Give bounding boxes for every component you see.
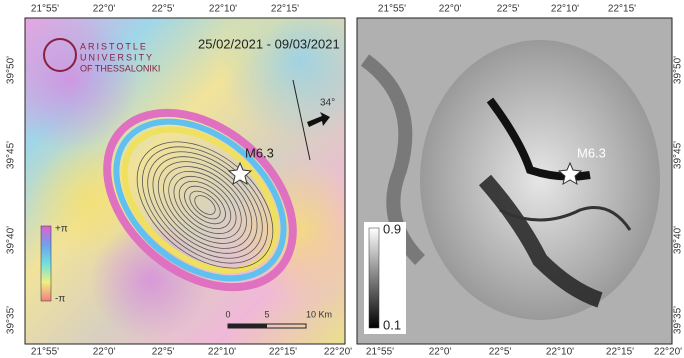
bottom-coordinate-label: 22°5' [489,347,512,358]
panel-frame [356,17,673,345]
epicenter-label: M6.3 [245,145,274,160]
date-range: 25/02/2021 - 09/03/2021 [198,36,340,51]
logo-line: OF THESSALONIKI [80,63,160,73]
top-coordinate-label: 22°5' [497,4,520,15]
epicenter-star [557,161,583,186]
bottom-coordinate-label: 22°5' [152,347,175,358]
scale-bar-fill [228,324,267,328]
interferogram-panel [25,18,345,344]
side-coordinate-label: 39°50' [6,56,17,84]
bottom-coordinate-label: 22°20' [324,347,352,358]
scale-label: 5 [264,309,269,319]
side-coordinate-label: 39°45' [6,141,17,169]
logo-line: UNIVERSITY [80,52,154,62]
bottom-coordinate-label: 22°15' [269,347,297,358]
legend-min: -π [55,294,65,305]
coherence-panel [357,18,672,344]
scale-label: 10 Km [306,309,332,319]
look-angle: 34° [320,98,335,109]
side-coordinate-label: 39°50' [673,56,684,84]
bottom-coordinate-label: 22°10' [546,347,574,358]
legend-max: 0.9 [383,221,401,236]
epicenter-label: M6.3 [577,145,606,160]
coherence-colorbar [368,227,380,329]
legend-max: +π [55,224,68,235]
bottom-coordinate-label: 21°55' [31,347,59,358]
top-coordinate-label: 22°0' [93,4,116,15]
bottom-coordinate-label: 22°10' [208,347,236,358]
side-coordinate-label: 39°35' [673,306,684,334]
top-coordinate-label: 22°0' [439,4,462,15]
top-coordinate-label: 21°55' [31,4,59,15]
side-coordinate-label: 39°45' [673,141,684,169]
look-arrow [307,112,330,127]
bottom-coordinate-label: 22°0' [93,347,116,358]
side-coordinate-label: 39°35' [6,306,17,334]
flight-direction [292,79,311,161]
bottom-coordinate-label: 22°15' [606,347,634,358]
top-coordinate-label: 22°5' [152,4,175,15]
panel-frame [24,17,346,345]
epicenter-star [227,161,253,186]
scale-label: 0 [225,309,230,319]
bottom-coordinate-label: 21°55' [366,347,394,358]
side-coordinate-label: 39°40' [673,226,684,254]
top-coordinate-label: 21°55' [378,4,406,15]
bottom-coordinate-label: 22°0' [429,347,452,358]
top-coordinate-label: 22°15' [608,4,636,15]
logo-line: ARISTOTLE [80,41,148,51]
top-coordinate-label: 22°10' [551,4,579,15]
side-coordinate-label: 39°40' [6,226,17,254]
legend-min: 0.1 [383,317,401,332]
top-coordinate-label: 22°10' [209,4,237,15]
phase-colorbar [40,225,52,302]
bottom-coordinate-label: 22°20' [654,347,682,358]
logo-emblem [43,38,77,72]
top-coordinate-label: 22°15' [271,4,299,15]
